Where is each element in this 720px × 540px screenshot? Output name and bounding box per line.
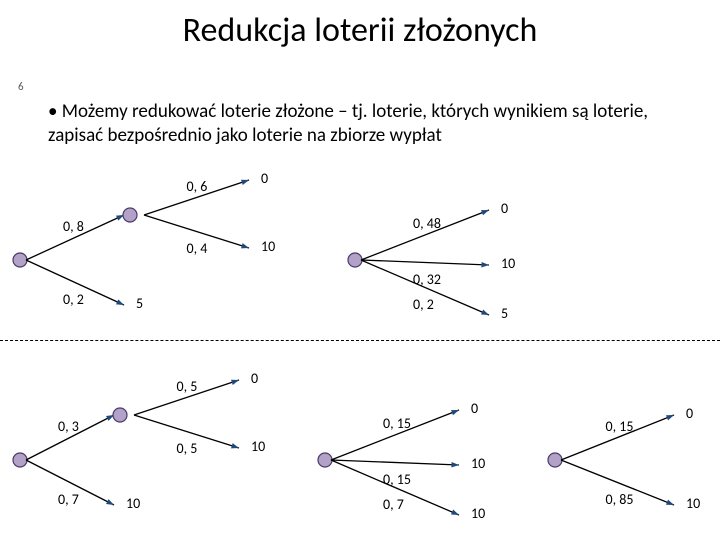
diagram-label: 0, 32 [413, 271, 441, 288]
diagram-label: 0, 2 [63, 291, 84, 308]
diagram-label: 0, 3 [58, 418, 79, 435]
diagram-label: 0 [686, 405, 693, 422]
diagram-label: 0, 4 [187, 240, 208, 257]
diagram-label: 0, 8 [63, 218, 84, 235]
diagram-label: 0, 7 [58, 491, 79, 508]
page-title: Redukcja loterii złożonych [0, 0, 720, 51]
diagram-label: 0 [471, 400, 478, 417]
diagram-label: 0, 15 [383, 415, 411, 432]
diagram-label: 0 [501, 200, 508, 217]
diagram-label: 10 [126, 495, 140, 512]
diagram-label: 10 [501, 255, 515, 272]
diagram-label: 0, 15 [606, 418, 634, 435]
separator-dash [0, 340, 720, 341]
diagram-label: 0, 2 [413, 296, 434, 313]
diagram-label: 5 [501, 305, 508, 322]
diagram-label: 0, 48 [413, 215, 441, 232]
diagram-label: 0, 15 [383, 471, 411, 488]
diagram-label: 10 [471, 455, 485, 472]
diagram-label: 0, 5 [177, 378, 198, 395]
page-number: 6 [18, 80, 24, 93]
diagram-label: 10 [686, 495, 700, 512]
diagram-svg [0, 0, 720, 540]
diagram-label: 10 [251, 438, 265, 455]
diagram-label: 0, 7 [383, 496, 404, 513]
diagram-label: 10 [471, 505, 485, 522]
diagram-label: 0, 85 [606, 491, 634, 508]
diagram-label: 5 [136, 295, 143, 312]
bullet-text: Możemy redukować loterie złożone – tj. l… [48, 100, 690, 148]
diagram-label: 0 [251, 370, 258, 387]
diagram-label: 10 [261, 238, 275, 255]
diagram-label: 0 [261, 170, 268, 187]
diagram-label: 0, 5 [177, 440, 198, 457]
diagram-label: 0, 6 [187, 178, 208, 195]
